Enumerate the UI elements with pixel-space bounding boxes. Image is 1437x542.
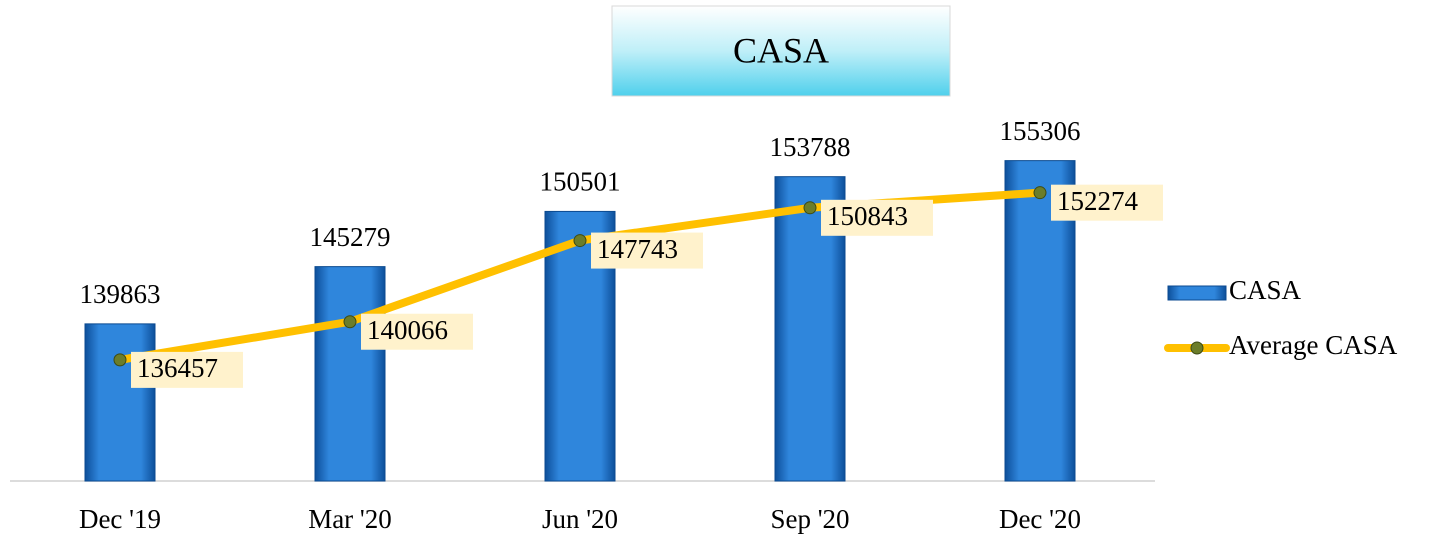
line-marker (343, 315, 357, 329)
x-tick-label: Mar '20 (308, 504, 392, 534)
bar-value-label: 145279 (310, 222, 391, 252)
legend-marker (1190, 341, 1204, 355)
value-label-box (821, 199, 933, 236)
line-marker (1033, 186, 1047, 200)
bar-value-label: 150501 (540, 167, 621, 197)
legend-label: CASA (1229, 275, 1302, 305)
legend-label: Average CASA (1229, 330, 1398, 360)
bar (314, 266, 386, 482)
line-value-label: 152274 (1057, 186, 1139, 216)
value-label-box (1051, 184, 1163, 221)
line-value-label: 147743 (597, 234, 678, 264)
bar-value-label: 155306 (1000, 116, 1081, 146)
x-tick-label: Sep '20 (770, 504, 849, 534)
x-tick-label: Dec '19 (79, 504, 161, 534)
x-tick-label: Dec '20 (999, 504, 1081, 534)
line-value-label: 140066 (367, 315, 448, 345)
line-marker (113, 353, 127, 367)
line-value-label: 150843 (827, 201, 908, 231)
line-marker (803, 201, 817, 215)
bar-value-label: 139863 (80, 279, 161, 309)
legend-swatch (1167, 285, 1227, 301)
value-label-box (361, 313, 473, 350)
bar (84, 323, 156, 482)
x-tick-label: Jun '20 (542, 504, 618, 534)
line-marker (573, 234, 587, 248)
bar-value-label: 153788 (770, 132, 851, 162)
chart-title: CASA (733, 30, 829, 70)
value-label-box (591, 232, 703, 269)
value-label-box (131, 351, 243, 388)
title-box (611, 5, 951, 97)
line-value-label: 136457 (137, 353, 218, 383)
